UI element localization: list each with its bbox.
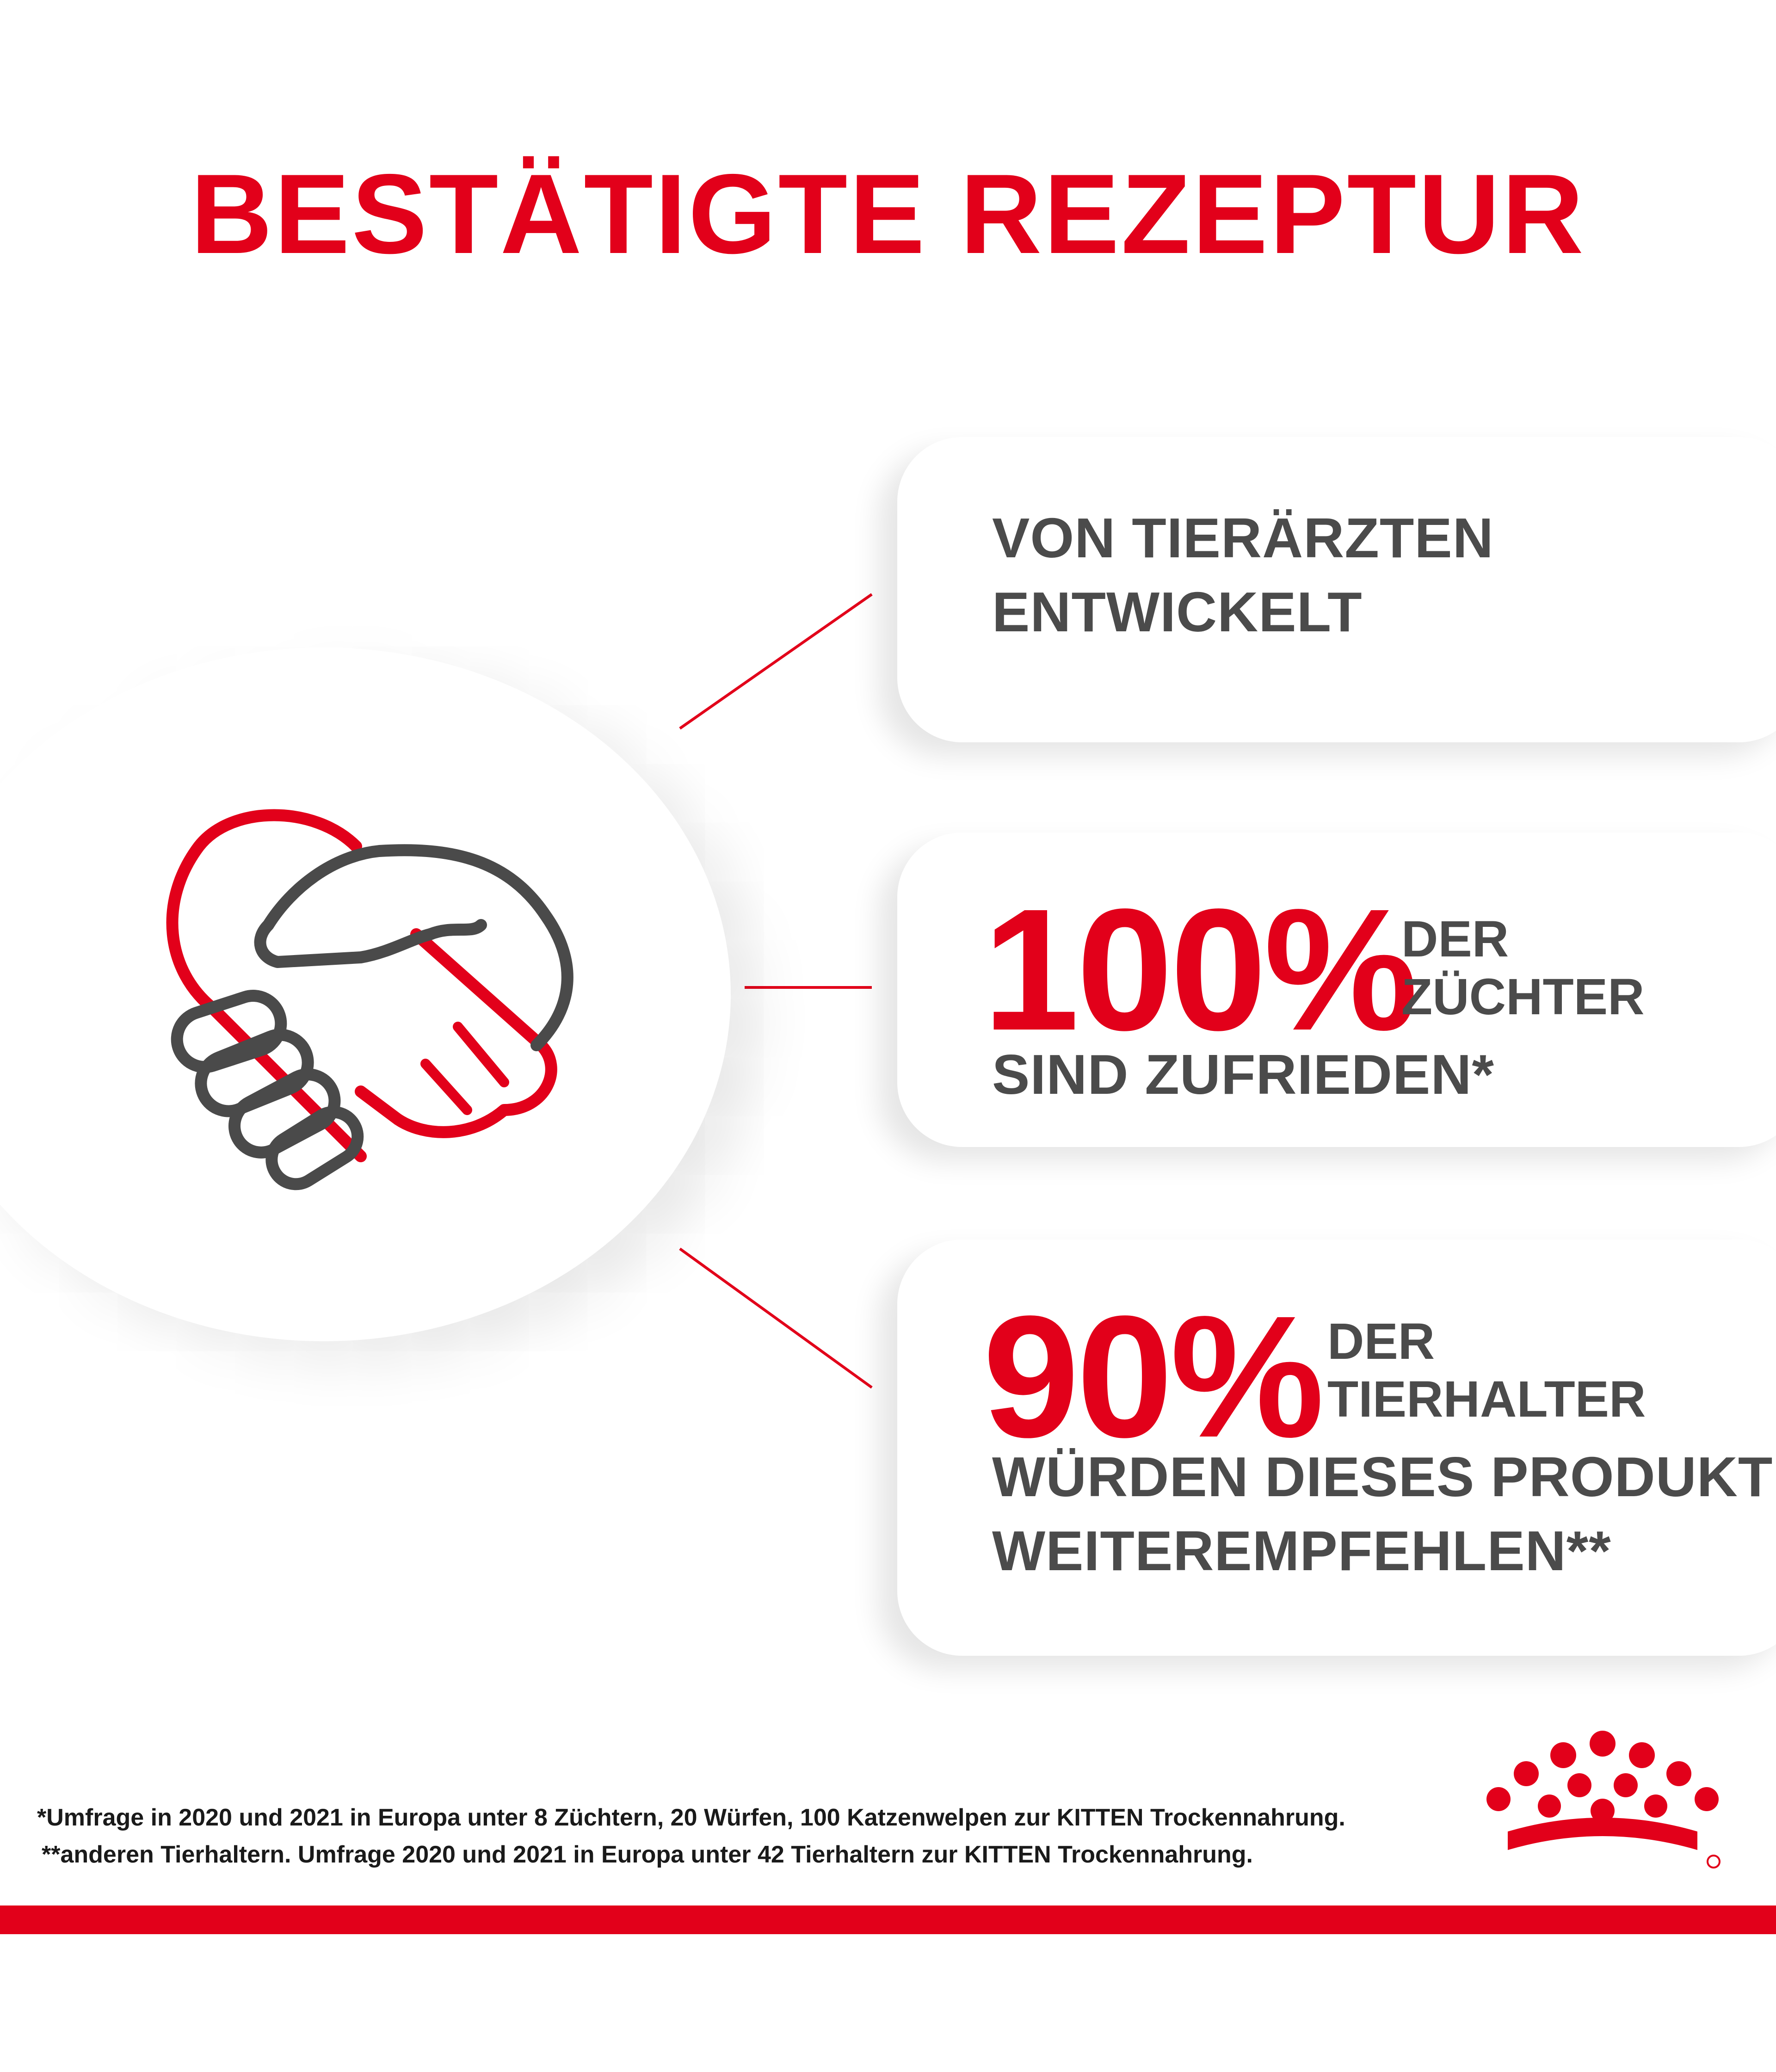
claim-card-breeders: 100% DER ZÜCHTER SIND ZUFRIEDEN* <box>897 832 1776 1147</box>
bottom-brand-bar <box>0 1906 1776 1934</box>
icon-circle <box>0 648 731 1341</box>
royal-canin-crown-logo <box>1486 1731 1720 1868</box>
footnote-owners: **anderen Tierhaltern. Umfrage 2020 und … <box>42 1841 1253 1868</box>
claim-line: VON TIERÄRZTEN <box>992 506 1494 569</box>
percent-label: DER <box>1401 911 1509 968</box>
claim-line: SIND ZUFRIEDEN* <box>992 1043 1494 1106</box>
connector-line-top <box>679 593 873 730</box>
page-title: BESTÄTIGTE REZEPTUR <box>190 150 1586 277</box>
claim-line: WEITEREMPFEHLEN** <box>992 1519 1611 1582</box>
claim-card-vets: VON TIERÄRZTEN ENTWICKELT <box>897 437 1776 742</box>
claim-card-owners: 90% DER TIERHALTER WÜRDEN DIESES PRODUKT… <box>897 1240 1776 1656</box>
heart-handshake-icon <box>166 809 574 1190</box>
claim-line: ENTWICKELT <box>992 580 1363 643</box>
connector-line-bottom <box>679 1247 873 1389</box>
percent-label: ZÜCHTER <box>1401 968 1645 1025</box>
claim-line: WÜRDEN DIESES PRODUKT <box>992 1445 1773 1508</box>
footnote-breeders: *Umfrage in 2020 und 2021 in Europa unte… <box>37 1804 1345 1831</box>
percent-label: DER <box>1327 1313 1435 1370</box>
percent-value: 100% <box>983 873 1418 1067</box>
percent-value: 90% <box>983 1280 1325 1474</box>
percent-label: TIERHALTER <box>1327 1371 1646 1428</box>
